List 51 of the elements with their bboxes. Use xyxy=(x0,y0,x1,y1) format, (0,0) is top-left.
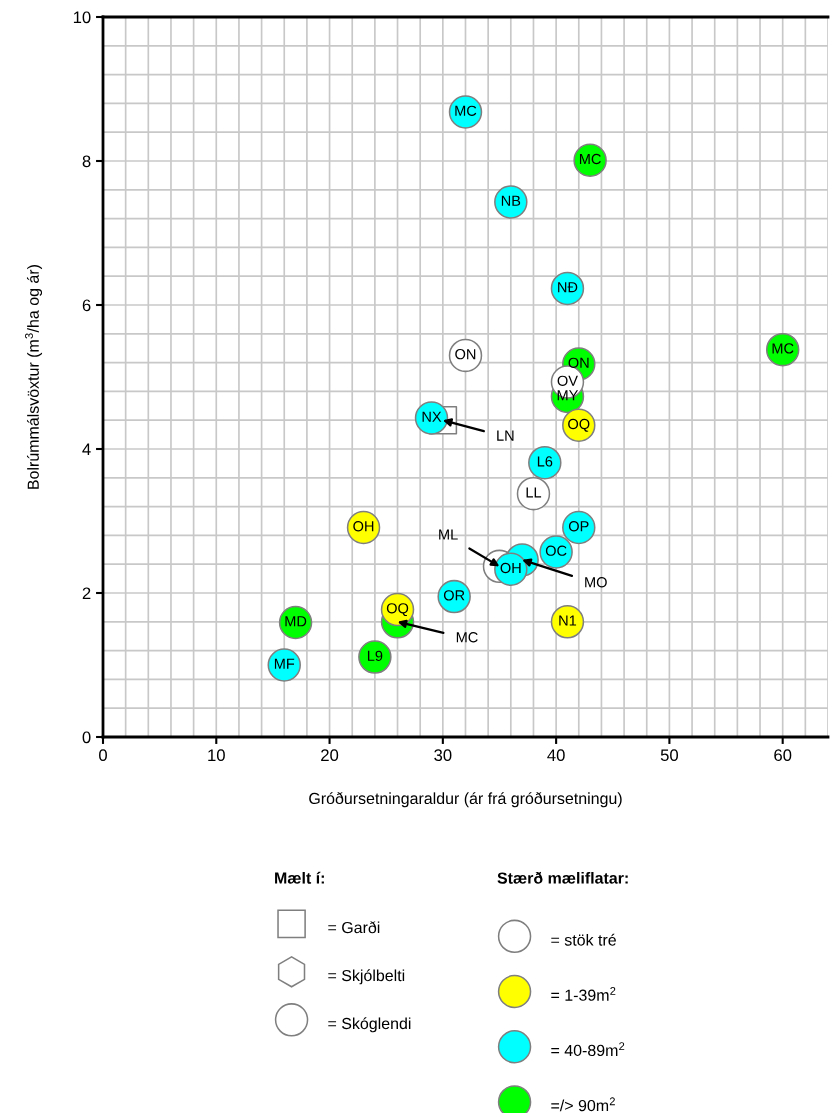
data-label: LL xyxy=(526,487,542,498)
data-label: MC xyxy=(455,105,477,116)
legend-label: = 1-39m$^{2}$ xyxy=(551,986,616,1001)
data-label: OQ xyxy=(386,603,409,617)
x-tick-label: 20 xyxy=(321,749,339,762)
data-label: ON xyxy=(568,357,589,368)
data-label: NĐ xyxy=(558,282,578,293)
data-label: MY xyxy=(557,390,579,401)
x-tick-label: 40 xyxy=(547,749,565,762)
data-label: OH xyxy=(353,521,374,532)
x-tick-label: 50 xyxy=(660,749,679,762)
data-label: OH xyxy=(500,562,521,574)
data-label: NB xyxy=(501,195,521,206)
annotation: MO xyxy=(585,577,607,588)
legend-label: = Skjólbelti xyxy=(328,969,405,985)
y-tick-label: 8 xyxy=(82,155,91,168)
data-label: N1 xyxy=(559,615,577,626)
annotation: MC xyxy=(456,632,478,643)
data-label: ON xyxy=(455,348,476,360)
annotation: ML xyxy=(439,529,458,540)
x-tick-label: 60 xyxy=(774,749,792,762)
text: Mælt í: xyxy=(275,871,324,884)
data-label: NX xyxy=(422,411,442,422)
legend-label: = 40-89m$^{2}$ xyxy=(551,1042,625,1057)
data-label: OP xyxy=(568,521,589,532)
data-label: OV xyxy=(557,375,578,386)
data-label: MF xyxy=(274,658,295,669)
data-label: OC xyxy=(545,545,567,556)
x-tick-label: 10 xyxy=(208,749,225,762)
y-tick-label: 0 xyxy=(82,731,91,744)
data-label: MD xyxy=(285,616,307,627)
y-tick-label: 2 xyxy=(82,587,91,600)
y-tick-label: 10 xyxy=(73,11,91,24)
text: Stærð mæliflatar: xyxy=(497,871,628,884)
y-axis-title: Bolrúmmálsvöxtur (m$^{3}$/ha og ár) xyxy=(25,265,43,489)
annotation: LN xyxy=(497,430,514,441)
y-tick-label: 4 xyxy=(82,443,91,456)
legend-label: = Skóglendi xyxy=(328,1017,411,1033)
x-axis-title: Gróðursetningaraldur (ár frá gróðursetningu) xyxy=(309,792,622,808)
data-label: MC xyxy=(579,153,601,165)
data-label: MC xyxy=(772,343,794,354)
data-label: OQ xyxy=(568,418,590,432)
y-tick-label: 6 xyxy=(82,299,91,312)
data-label: OR xyxy=(443,590,465,601)
data-label: L9 xyxy=(367,650,383,661)
x-tick-label: 0 xyxy=(99,749,107,762)
data-label: L6 xyxy=(537,456,553,467)
x-tick-label: 30 xyxy=(434,749,452,762)
legend-label: =/> 90m$^{2}$ xyxy=(551,1097,615,1112)
legend-label: = Garði xyxy=(328,921,380,934)
legend-label: = stök tré xyxy=(551,933,616,946)
